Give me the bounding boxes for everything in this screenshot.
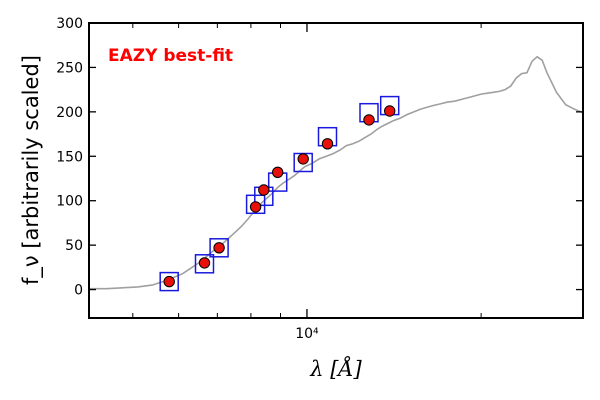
y-tick-label: 100 [56, 194, 83, 210]
observed-photometry-point [272, 166, 284, 179]
observed-photometry-point [258, 184, 270, 196]
observed-photometry-points [163, 105, 396, 288]
y-axis-ticks: 0 50 100 150 200 250 300 [56, 16, 583, 299]
observed-photometry-point [213, 242, 225, 254]
plot-area [89, 23, 584, 318]
y-axis-label: f_ν [arbitrarily scaled] [19, 55, 44, 285]
model-photometry-box [159, 271, 179, 292]
model-photometry-box [209, 238, 229, 258]
observed-photometry-point [321, 138, 334, 150]
observed-photometry-point [297, 153, 309, 165]
y-tick-label: 300 [56, 16, 83, 32]
y-tick-label: 50 [65, 238, 83, 254]
x-tick-label: 10⁴ [295, 326, 319, 342]
plot-background [89, 23, 583, 318]
model-photometry-box [194, 254, 215, 274]
y-tick-label: 0 [74, 283, 83, 299]
y-tick-label: 150 [56, 149, 83, 165]
model-photometry-box [245, 194, 266, 215]
observed-photometry-point [198, 257, 211, 269]
observed-photometry-point [249, 201, 262, 213]
observed-photometry-point [384, 105, 396, 117]
x-axis-ticks: 10⁴ [132, 23, 482, 342]
y-tick-label: 200 [56, 105, 83, 121]
best-fit-annotation: EAZY best-fit [108, 46, 233, 66]
observed-photometry-point [363, 114, 375, 126]
plot-frame [88, 22, 584, 319]
observed-photometry-point [163, 275, 175, 288]
x-axis-label: λ [Å] [309, 356, 362, 381]
y-tick-label: 250 [56, 60, 83, 76]
